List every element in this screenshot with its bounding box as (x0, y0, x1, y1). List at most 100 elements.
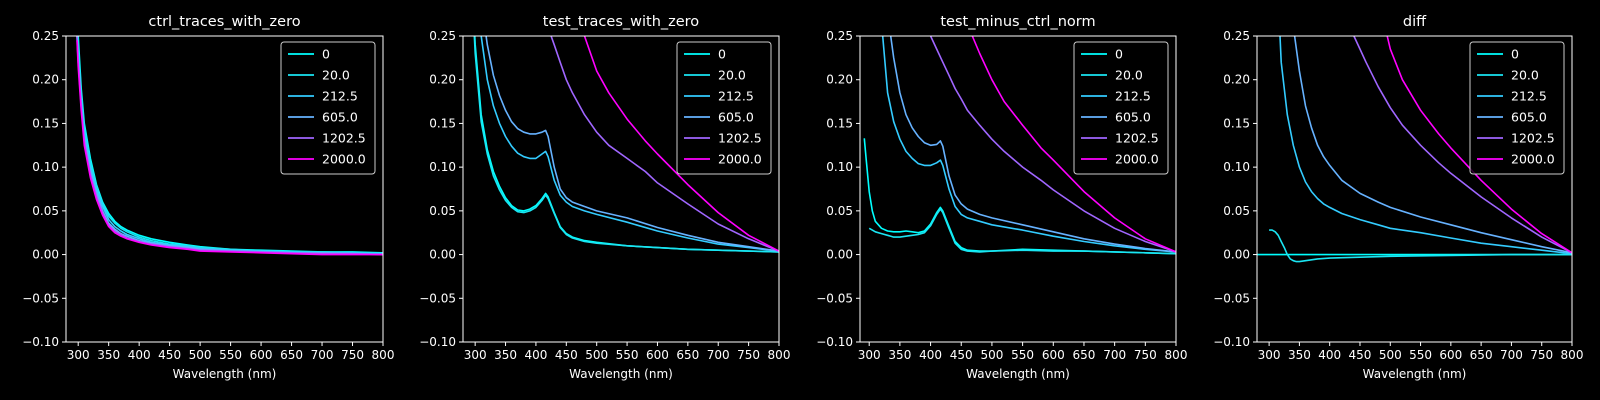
x-tick-label: 650 (1470, 348, 1493, 362)
axes-frame (65, 35, 384, 343)
x-tick-label: 800 (768, 348, 791, 362)
y-tick-label: 0.15 (826, 116, 853, 130)
y-tick-label: −0.10 (419, 335, 456, 349)
legend-label: 1202.5 (1115, 131, 1159, 146)
series-line-2000.0 (971, 36, 1176, 253)
legend-label: 1202.5 (1511, 131, 1555, 146)
legend: 0 20.0 212.5 605.0 1202.5 2000.0 (1073, 41, 1169, 175)
series-group (76, 36, 383, 256)
x-tick-label: 550 (1011, 348, 1034, 362)
legend-label: 1202.5 (322, 131, 366, 146)
y-tick-label: 0.00 (826, 248, 853, 262)
y-tick-label: 0.10 (826, 160, 853, 174)
x-tick-label: 500 (980, 348, 1003, 362)
y-tick-label: 0.00 (1223, 248, 1250, 262)
x-tick-label: 400 (919, 348, 942, 362)
legend: 0 20.0 212.5 605.0 1202.5 2000.0 (280, 41, 376, 175)
y-tick-label: 0.15 (429, 116, 456, 130)
legend-label: 2000.0 (322, 152, 366, 167)
x-tick-label: 500 (585, 348, 608, 362)
chart-title: test_traces_with_zero (543, 14, 700, 30)
series-line-1202.5 (550, 36, 779, 252)
y-tick-label: −0.10 (1213, 335, 1250, 349)
legend-label: 0 (1115, 47, 1123, 62)
series-group (473, 36, 779, 253)
series-line-20.0 (868, 208, 1176, 255)
legend: 0 20.0 212.5 605.0 1202.5 2000.0 (676, 41, 772, 175)
y-tick-label: 0.25 (32, 29, 59, 43)
x-tick-label: 800 (1561, 348, 1584, 362)
y-tick-label: 0.20 (429, 73, 456, 87)
y-tick-label: 0.10 (32, 160, 59, 174)
legend-label: 20.0 (1511, 68, 1539, 83)
x-tick-label: 650 (1073, 348, 1096, 362)
series-group (863, 36, 1176, 255)
y-tick-label: 0.15 (32, 116, 59, 130)
series-line-212.5 (881, 36, 1176, 253)
x-tick-label: 700 (1103, 348, 1126, 362)
y-tick-label: 0.00 (32, 248, 59, 262)
x-tick-label: 400 (128, 348, 151, 362)
x-axis-label: Wavelength (nm) (1363, 367, 1467, 381)
y-tick-label: 0.15 (1223, 116, 1250, 130)
legend-label: 1202.5 (718, 131, 762, 146)
series-line-605.0 (485, 36, 779, 252)
y-tick-label: −0.10 (22, 335, 59, 349)
x-tick-label: 350 (888, 348, 911, 362)
x-tick-label: 750 (737, 348, 760, 362)
x-tick-label: 750 (1530, 348, 1553, 362)
y-tick-label: 0.25 (1223, 29, 1250, 43)
x-tick-label: 650 (280, 348, 303, 362)
y-tick-label: 0.05 (429, 204, 456, 218)
chart-panel-3: 300 350 400 450 500 550 600 650 700 750 800 −0.10 −0… (816, 14, 1187, 381)
legend-label: 20.0 (1115, 68, 1143, 83)
legend-label: 212.5 (1115, 89, 1151, 104)
y-tick-label: 0.20 (1223, 73, 1250, 87)
series-line-2000.0 (583, 36, 779, 252)
x-tick-label: 700 (311, 348, 334, 362)
legend-label: 0 (718, 47, 726, 62)
x-tick-label: 500 (189, 348, 212, 362)
series-line-1202.5 (1353, 36, 1572, 254)
chart-title: test_minus_ctrl_norm (940, 14, 1095, 30)
chart-title: diff (1403, 14, 1427, 30)
series-line-2000.0 (76, 40, 383, 256)
legend-label: 605.0 (1511, 110, 1547, 125)
x-tick-label: 550 (616, 348, 639, 362)
y-tick-label: 0.05 (826, 204, 853, 218)
series-line-20.0 (1269, 229, 1572, 263)
x-axis-label: Wavelength (nm) (569, 367, 673, 381)
x-tick-label: 800 (1165, 348, 1188, 362)
y-tick-label: −0.05 (816, 291, 853, 305)
chart-panel-1: 300 350 400 450 500 550 600 650 700 750 800 −0.10 −0… (22, 14, 395, 381)
x-tick-label: 500 (1379, 348, 1402, 362)
x-tick-label: 600 (646, 348, 669, 362)
legend-label: 212.5 (1511, 89, 1547, 104)
chart-panel-4: 300 350 400 450 500 550 600 650 700 750 800 −0.10 −0… (1213, 14, 1583, 381)
x-tick-label: 700 (707, 348, 730, 362)
legend-label: 0 (322, 47, 330, 62)
x-tick-label: 300 (464, 348, 487, 362)
y-tick-label: −0.05 (419, 291, 456, 305)
y-tick-label: 0.05 (32, 204, 59, 218)
legend-label: 605.0 (1115, 110, 1151, 125)
x-tick-label: 450 (555, 348, 578, 362)
axes-frame (859, 35, 1177, 343)
legend-label: 605.0 (718, 110, 754, 125)
legend-label: 2000.0 (718, 152, 762, 167)
x-tick-label: 750 (1134, 348, 1157, 362)
x-tick-label: 350 (97, 348, 120, 362)
legend-label: 20.0 (322, 68, 350, 83)
legend-label: 605.0 (322, 110, 358, 125)
series-line-605.0 (889, 36, 1176, 253)
series-line-20.0 (473, 36, 779, 253)
y-tick-label: 0.05 (1223, 204, 1250, 218)
x-tick-label: 800 (372, 348, 395, 362)
series-line-605.0 (1293, 36, 1572, 254)
axes-frame (462, 35, 780, 343)
y-tick-label: 0.25 (429, 29, 456, 43)
x-tick-label: 600 (1042, 348, 1065, 362)
x-tick-label: 600 (250, 348, 273, 362)
x-tick-label: 450 (950, 348, 973, 362)
